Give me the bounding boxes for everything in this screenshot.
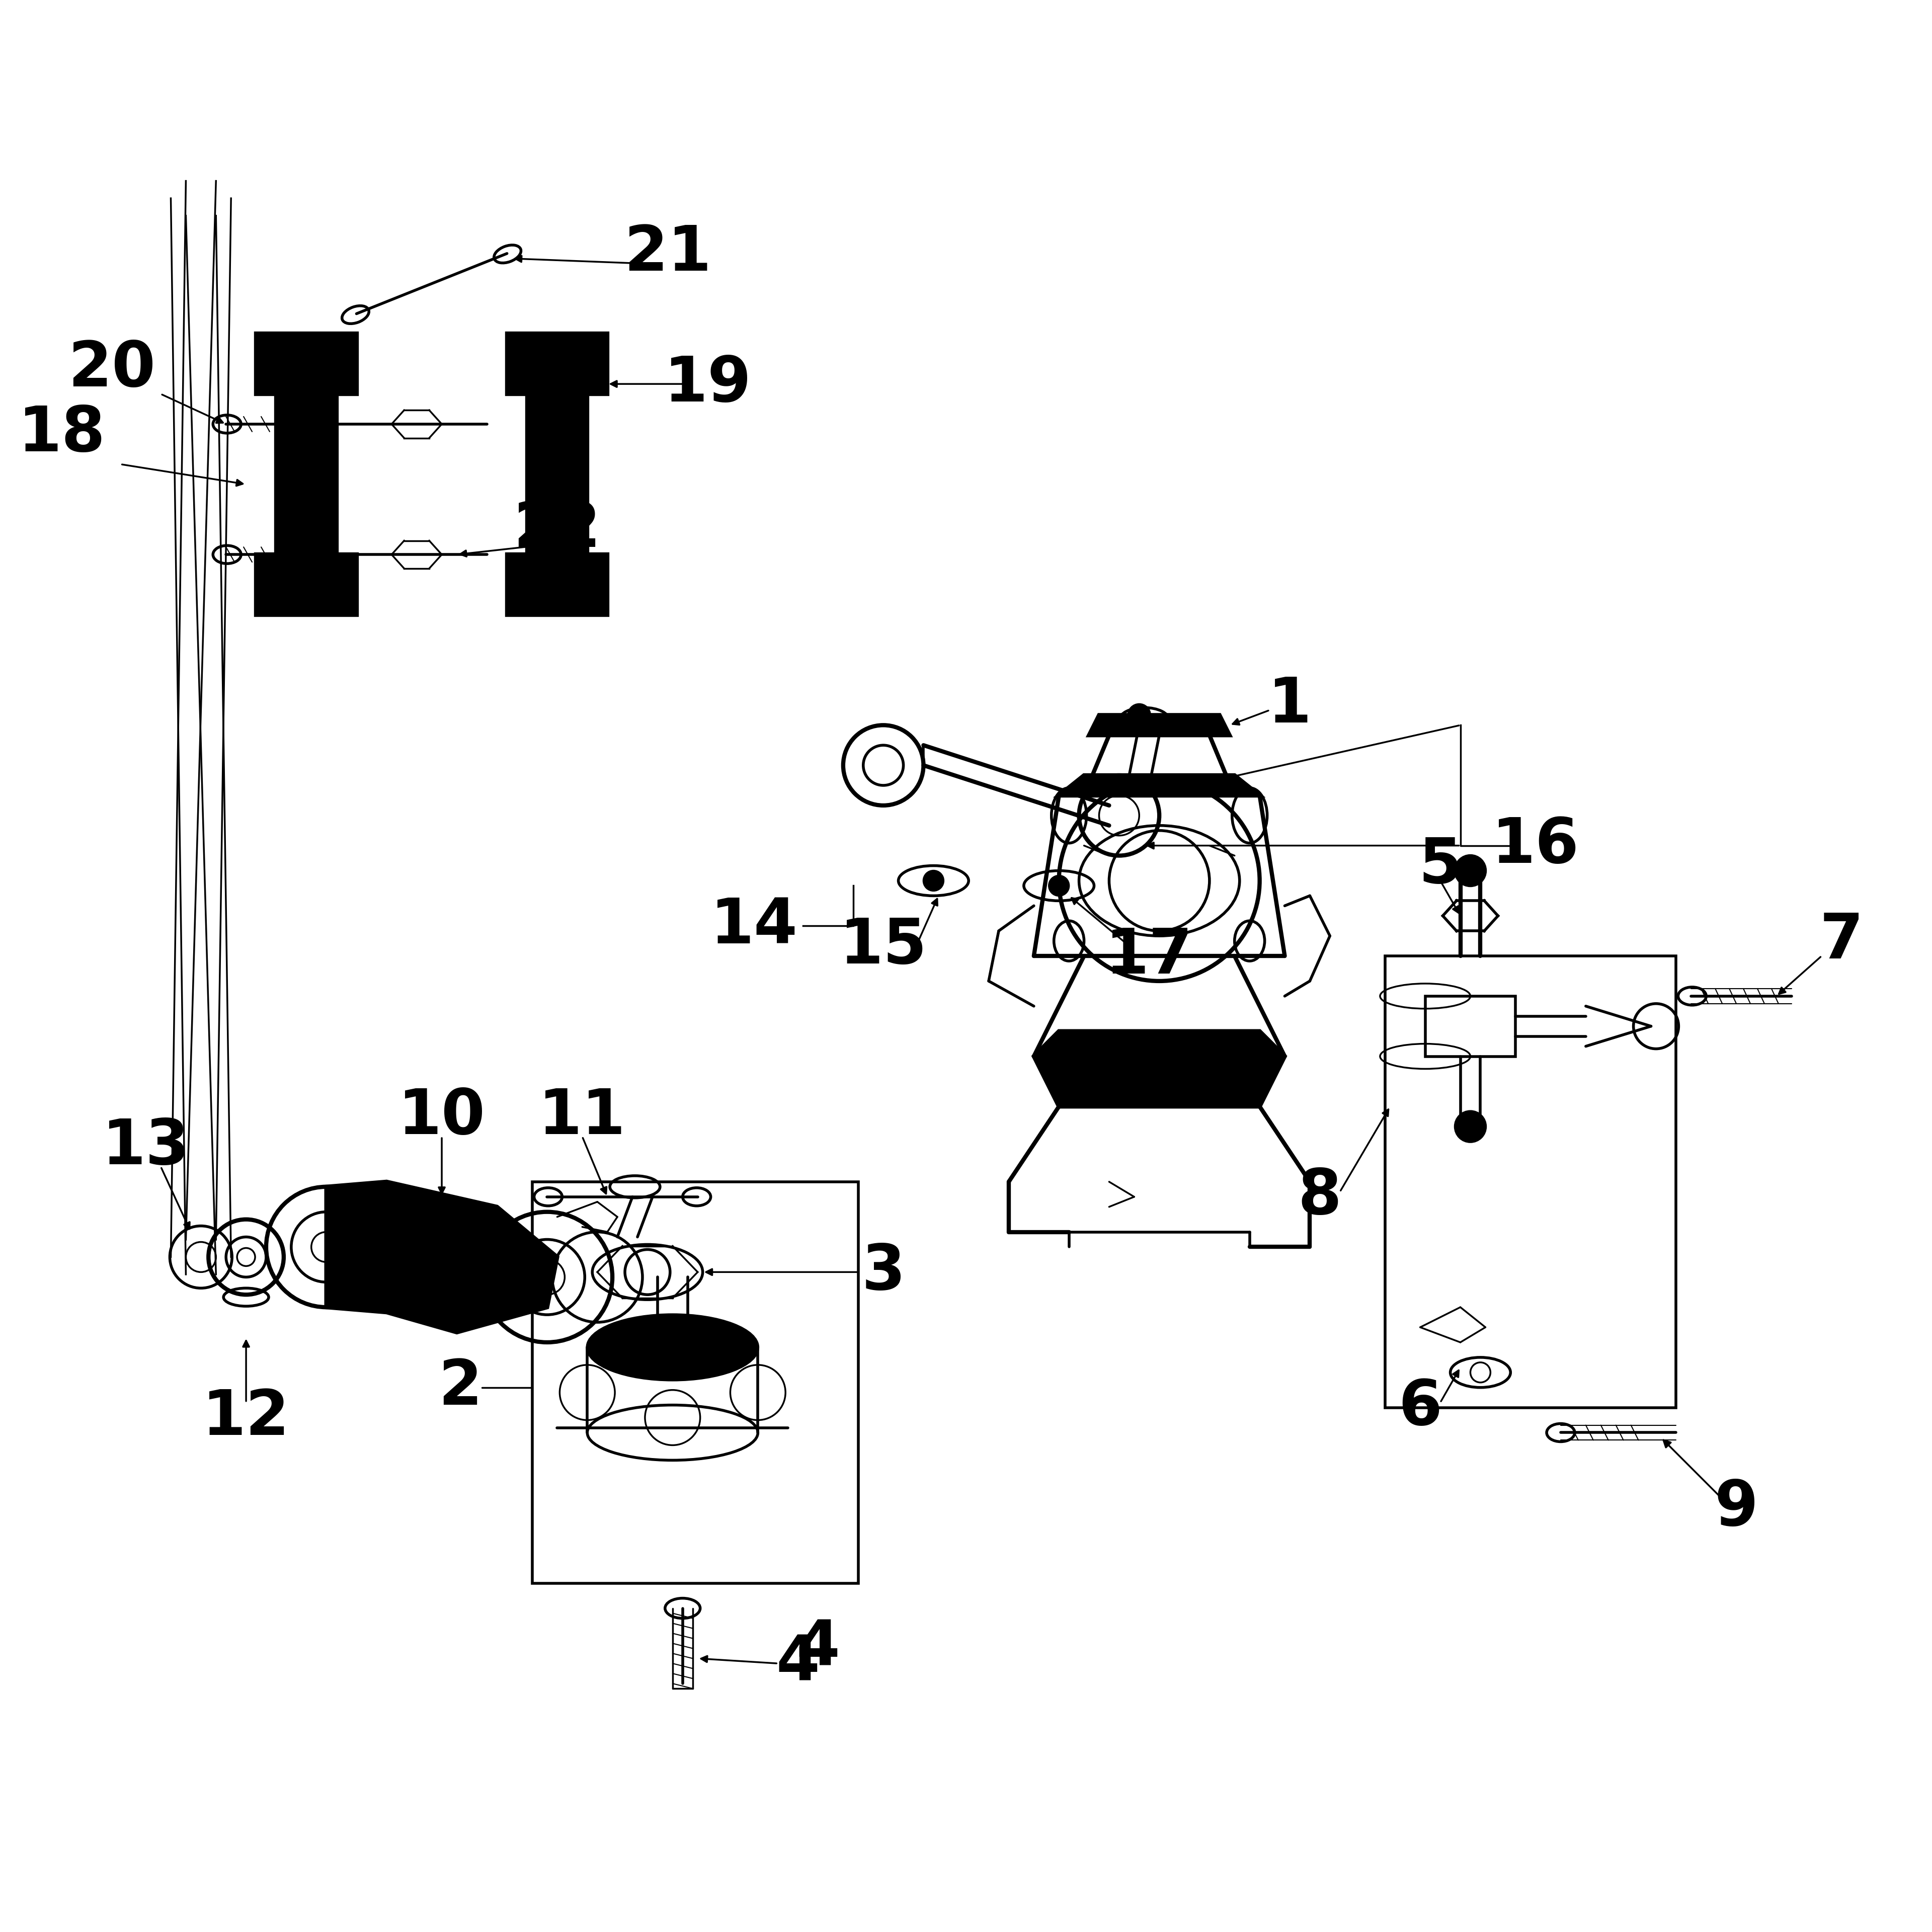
Text: 11: 11 [539,1086,626,1148]
Polygon shape [1059,775,1260,796]
Polygon shape [506,334,607,614]
Circle shape [1455,1111,1486,1142]
Polygon shape [1090,715,1229,736]
Bar [1385,956,1677,1408]
Text: 21: 21 [624,222,711,284]
Polygon shape [257,334,357,614]
Ellipse shape [587,1314,757,1379]
Circle shape [1455,856,1486,885]
Text: 9: 9 [1714,1478,1758,1538]
Text: 18: 18 [17,404,106,464]
Text: 17: 17 [1105,925,1194,987]
Text: 15: 15 [840,916,927,976]
Text: 1: 1 [1267,674,1312,736]
Text: 2: 2 [439,1356,481,1418]
Circle shape [1128,703,1150,726]
Text: 19: 19 [665,354,752,413]
Text: 13: 13 [102,1117,189,1177]
Text: 20: 20 [68,338,156,400]
Text: 16: 16 [1492,815,1578,875]
Text: 3: 3 [862,1242,906,1302]
Polygon shape [1034,1032,1285,1107]
Text: 6: 6 [1399,1378,1441,1437]
Polygon shape [327,1182,556,1333]
Text: 4: 4 [777,1633,819,1694]
Bar [1426,997,1515,1057]
Text: 7: 7 [1820,910,1864,972]
Text: 4: 4 [796,1617,840,1679]
Bar [1140,717,1200,732]
Text: 8: 8 [1298,1167,1341,1227]
Text: 14: 14 [711,895,798,956]
Circle shape [923,871,943,891]
Circle shape [1049,875,1068,896]
Text: 5: 5 [1418,835,1463,896]
Text: 10: 10 [398,1086,485,1148]
Text: 22: 22 [514,498,601,560]
Text: 12: 12 [203,1387,290,1447]
Bar [531,1182,858,1582]
